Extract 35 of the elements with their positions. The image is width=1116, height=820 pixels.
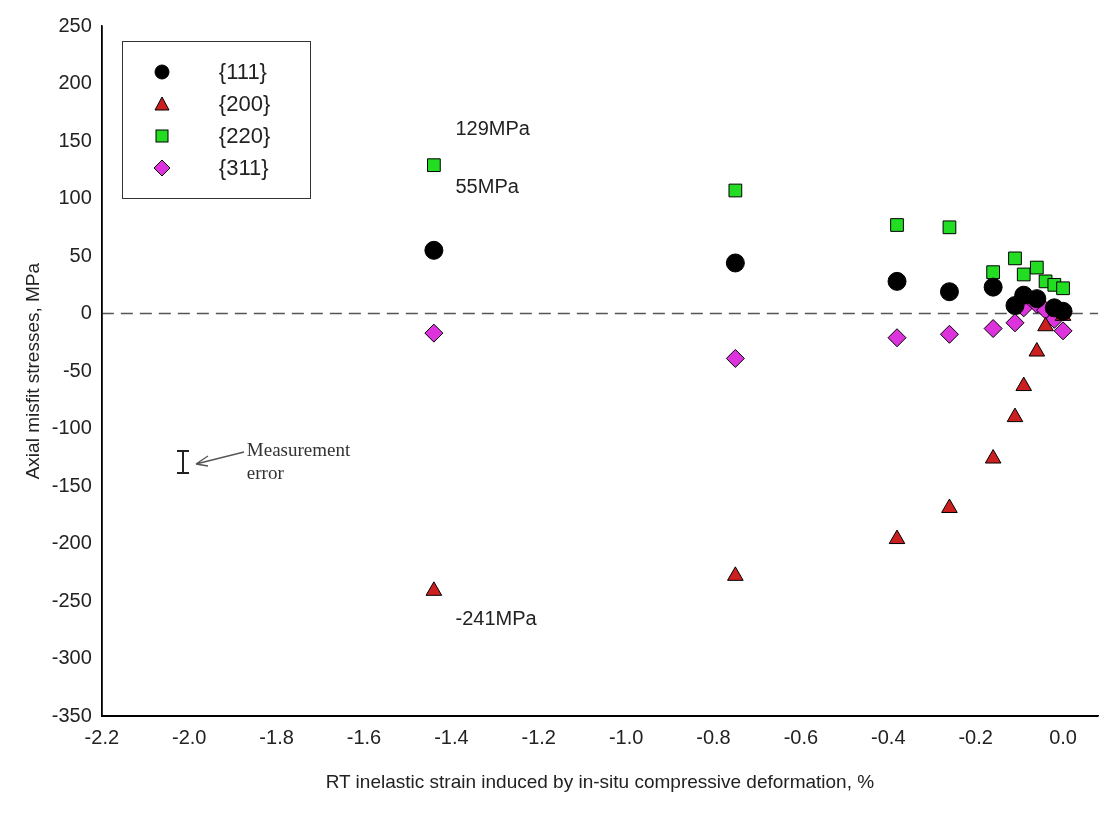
x-tick-label: -0.2 — [958, 725, 993, 748]
y-tick-label: -150 — [51, 473, 92, 496]
y-tick-label: 100 — [58, 186, 92, 209]
y-tick-label: -200 — [51, 531, 92, 554]
x-tick-label: -2.0 — [171, 725, 207, 748]
y-tick-label: 150 — [58, 128, 92, 151]
y-tick-label: -100 — [51, 416, 92, 439]
legend-label: {311} — [218, 154, 269, 182]
x-axis-title: RT inelastic strain induced by in-situ compressive deformation, % — [325, 770, 875, 792]
legend-label: {111} — [218, 58, 267, 86]
x-tick-label: -0.6 — [783, 725, 819, 748]
y-tick-label: -300 — [51, 646, 92, 669]
y-tick-label: -350 — [51, 703, 92, 726]
y-tick-label: 200 — [58, 71, 92, 94]
annotation: 55MPa — [455, 174, 519, 199]
x-tick-label: 0.0 — [1049, 725, 1077, 748]
legend-label: {220} — [218, 122, 271, 150]
annotation: -241MPa — [455, 605, 537, 630]
x-tick-label: -0.8 — [696, 725, 731, 748]
y-tick-label: -50 — [62, 358, 92, 381]
y-tick-label: 50 — [69, 243, 92, 266]
annotation: 129MPa — [455, 115, 530, 140]
x-tick-label: -0.4 — [871, 725, 906, 748]
x-tick-label: -1.6 — [346, 725, 382, 748]
legend-label: {200} — [218, 90, 271, 118]
y-tick-label: 0 — [80, 301, 92, 324]
y-tick-label: 250 — [58, 13, 92, 36]
annotation: Measurement error — [246, 438, 352, 485]
x-tick-label: -1.8 — [259, 725, 294, 748]
x-tick-label: -1.2 — [521, 725, 556, 748]
y-axis-title: Axial misfit stresses, MPa — [21, 262, 43, 480]
x-tick-label: -1.0 — [608, 725, 644, 748]
x-tick-label: -2.2 — [84, 725, 120, 748]
y-tick-label: -250 — [51, 588, 92, 611]
x-tick-label: -1.4 — [434, 725, 469, 748]
